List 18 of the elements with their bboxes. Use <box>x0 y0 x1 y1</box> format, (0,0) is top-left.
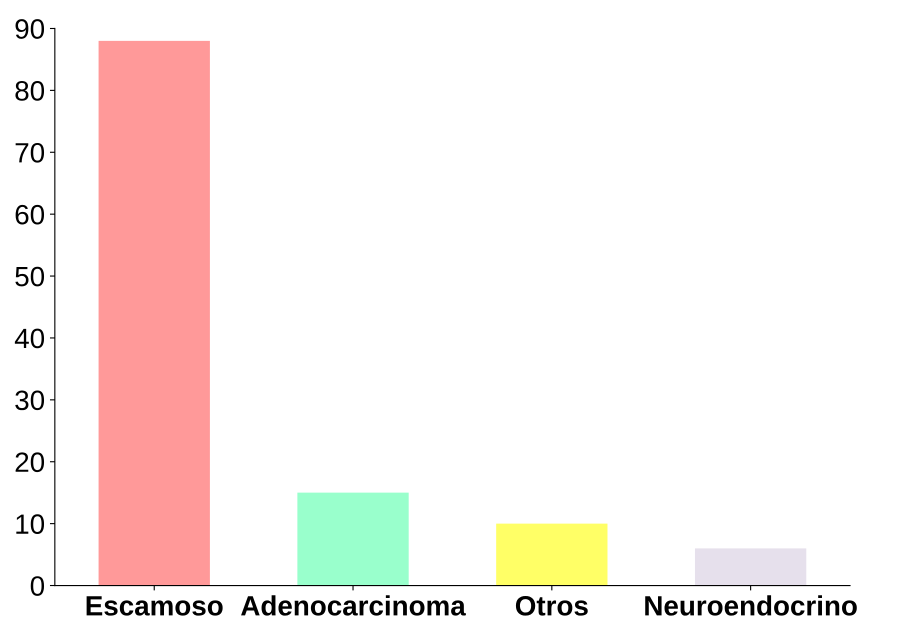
bar <box>694 548 806 586</box>
x-tick-label: Escamoso <box>86 596 223 616</box>
x-tick-label: Neuroendocrino <box>645 595 857 616</box>
y-tick-label: 90 <box>16 19 44 39</box>
y-tick-label: 50 <box>15 266 44 286</box>
y-tick-label: 10 <box>16 514 44 534</box>
y-tick-label: 70 <box>16 142 44 163</box>
bar <box>496 524 608 586</box>
x-tick-label: Otros <box>516 596 588 616</box>
y-tick-label: 0 <box>30 576 44 596</box>
y-tick-label: 20 <box>16 452 44 472</box>
y-tick-label: 80 <box>15 81 44 101</box>
y-tick-label: 30 <box>15 390 44 410</box>
bar <box>297 492 409 586</box>
y-tick-label: 40 <box>14 328 44 348</box>
bar <box>98 40 210 586</box>
x-tick-label: Adenocarcinoma <box>241 595 466 616</box>
y-tick-label: 60 <box>16 204 44 225</box>
